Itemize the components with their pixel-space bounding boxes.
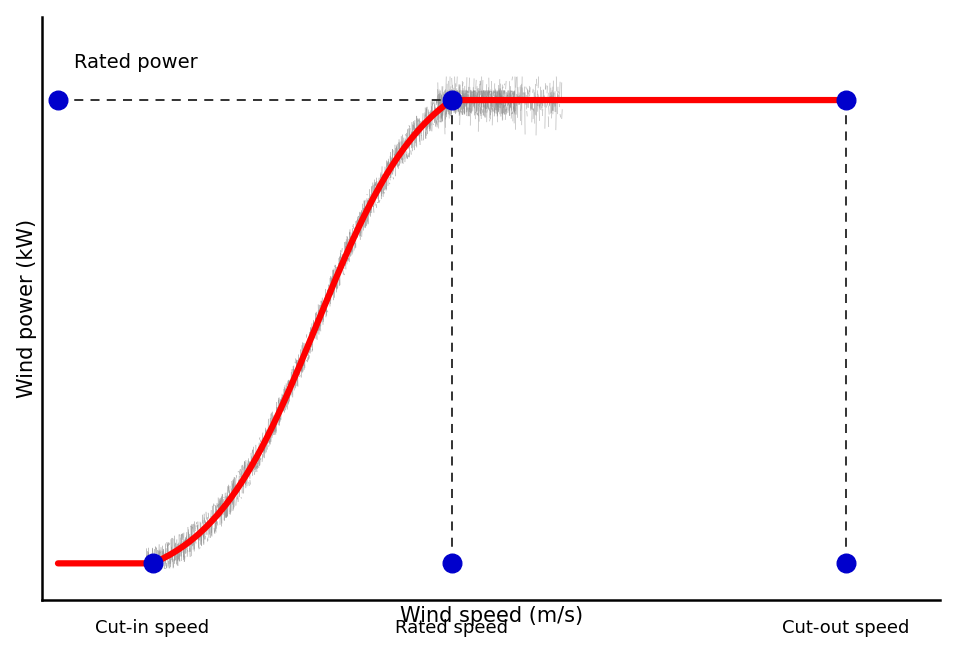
Text: Cut-in speed: Cut-in speed bbox=[96, 619, 210, 637]
Y-axis label: Wind power (kW): Wind power (kW) bbox=[16, 219, 36, 398]
Point bbox=[838, 558, 854, 568]
Text: Rated power: Rated power bbox=[74, 53, 197, 72]
X-axis label: Wind speed (m/s): Wind speed (m/s) bbox=[400, 606, 583, 626]
Point bbox=[444, 558, 459, 568]
Point bbox=[145, 558, 160, 568]
Point bbox=[838, 95, 854, 105]
Text: Rated speed: Rated speed bbox=[395, 619, 508, 637]
Point bbox=[51, 95, 66, 105]
Text: Cut-out speed: Cut-out speed bbox=[782, 619, 909, 637]
Point bbox=[444, 95, 459, 105]
